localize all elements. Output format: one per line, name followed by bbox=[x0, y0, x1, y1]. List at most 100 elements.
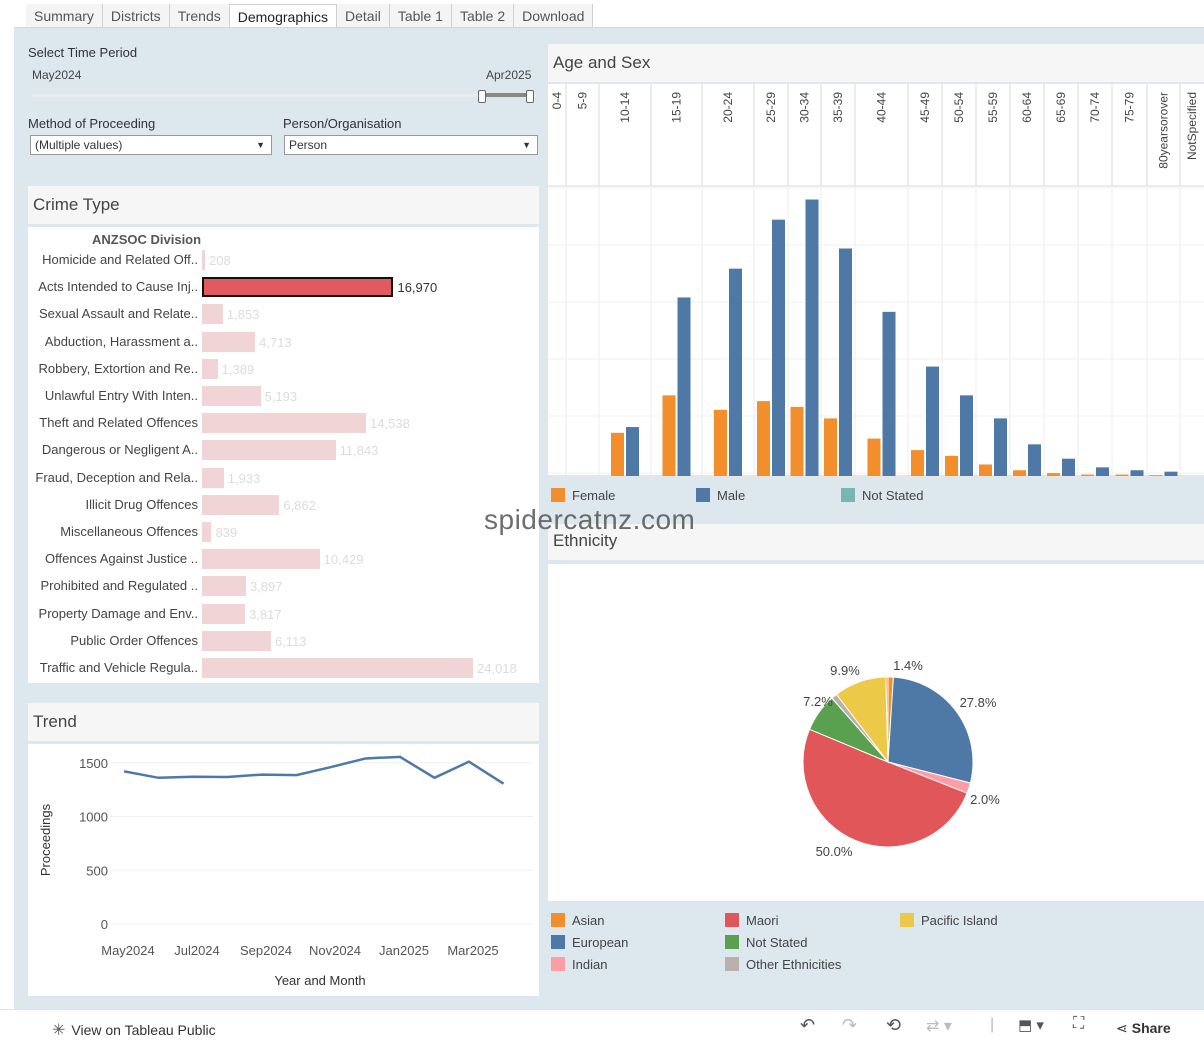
crime-row[interactable]: Offences Against Justice .. 10,429 bbox=[28, 546, 538, 573]
crime-row[interactable]: Robbery, Extortion and Re.. 1,389 bbox=[28, 356, 538, 383]
pie-slice-maori[interactable] bbox=[802, 728, 968, 848]
refresh-icon[interactable]: ⇄ ▾ bbox=[926, 1018, 952, 1035]
crime-bar[interactable] bbox=[202, 277, 394, 298]
age-bar-male[interactable] bbox=[926, 366, 939, 476]
age-bar-female[interactable] bbox=[1013, 470, 1026, 476]
time-slider-range[interactable] bbox=[478, 90, 536, 103]
pie-slice-asian[interactable] bbox=[885, 676, 889, 763]
age-bar-male[interactable] bbox=[1130, 470, 1144, 476]
pie-slice-european[interactable] bbox=[887, 676, 974, 784]
undo-icon[interactable]: ↶ bbox=[800, 1015, 816, 1035]
tab-table-2[interactable]: Table 2 bbox=[451, 4, 515, 28]
crime-row[interactable]: Acts Intended to Cause Inj.. 16,970 bbox=[28, 274, 538, 301]
age-bar-female[interactable] bbox=[1115, 474, 1129, 476]
crime-row[interactable]: Abduction, Harassment a.. 4,713 bbox=[28, 329, 538, 356]
legend-item-pacific-island[interactable]: Pacific Island bbox=[900, 913, 998, 928]
crime-row[interactable]: Dangerous or Negligent A.. 11,843 bbox=[28, 437, 538, 464]
legend-item-not-stated[interactable]: Not Stated bbox=[725, 935, 807, 950]
legend-item-indian[interactable]: Indian bbox=[551, 957, 607, 972]
crime-row[interactable]: Illicit Drug Offences 6,862 bbox=[28, 492, 538, 519]
revert-icon[interactable]: ⟲ bbox=[886, 1015, 902, 1035]
trend-line[interactable] bbox=[123, 755, 505, 785]
crime-row[interactable]: Traffic and Vehicle Regula.. 24,018 bbox=[28, 655, 538, 682]
tab-trends[interactable]: Trends bbox=[169, 4, 230, 28]
method-dropdown[interactable]: (Multiple values) ▼ bbox=[30, 135, 272, 155]
crime-bar[interactable] bbox=[202, 250, 205, 270]
age-bar-female[interactable] bbox=[945, 455, 958, 476]
crime-bar[interactable] bbox=[202, 603, 246, 624]
legend-item-european[interactable]: European bbox=[551, 935, 628, 950]
trend-y-axis-label: Proceedings bbox=[38, 803, 53, 876]
age-bar-female[interactable] bbox=[757, 401, 770, 476]
legend-item-asian[interactable]: Asian bbox=[551, 913, 605, 928]
age-bar-male[interactable] bbox=[677, 297, 691, 476]
age-bar-male[interactable] bbox=[1096, 467, 1109, 476]
crime-row[interactable]: Public Order Offences 6,113 bbox=[28, 628, 538, 655]
age-bar-male[interactable] bbox=[729, 268, 742, 476]
age-bar-male[interactable] bbox=[1028, 444, 1041, 476]
age-bar-female[interactable] bbox=[790, 406, 804, 476]
download-icon[interactable]: ⬒ ▾ bbox=[1018, 1017, 1044, 1034]
crime-row[interactable]: Theft and Related Offences 14,538 bbox=[28, 410, 538, 437]
crime-row[interactable]: Sexual Assault and Relate.. 1,853 bbox=[28, 301, 538, 328]
age-bar-male[interactable] bbox=[1062, 458, 1075, 476]
crime-bar[interactable] bbox=[202, 576, 246, 597]
age-bar-male[interactable] bbox=[772, 219, 785, 476]
legend-item-maori[interactable]: Maori bbox=[725, 913, 779, 928]
slider-handle-start[interactable] bbox=[478, 90, 486, 103]
crime-bar[interactable] bbox=[202, 494, 280, 515]
crime-row[interactable]: Unlawful Entry With Inten.. 5,193 bbox=[28, 383, 538, 410]
age-bar-female[interactable] bbox=[867, 438, 881, 476]
tab-summary[interactable]: Summary bbox=[26, 4, 103, 28]
person-value: Person bbox=[289, 138, 328, 152]
age-bar-female[interactable] bbox=[714, 409, 727, 476]
tab-table-1[interactable]: Table 1 bbox=[389, 4, 452, 28]
tab-demographics[interactable]: Demographics bbox=[229, 4, 338, 28]
crime-bar[interactable] bbox=[202, 440, 336, 461]
age-bar-female[interactable] bbox=[911, 450, 924, 476]
crime-row[interactable]: Prohibited and Regulated .. 3,897 bbox=[28, 573, 538, 600]
legend-item-male[interactable]: Male bbox=[696, 488, 745, 503]
age-bar-male[interactable] bbox=[882, 311, 896, 476]
time-slider-track[interactable] bbox=[32, 94, 536, 97]
tab-districts[interactable]: Districts bbox=[102, 4, 170, 28]
age-bar-male[interactable] bbox=[960, 395, 973, 476]
person-dropdown[interactable]: Person ▼ bbox=[284, 135, 538, 155]
crime-row[interactable]: Homicide and Related Off.. 208 bbox=[28, 247, 538, 274]
age-bar-female[interactable] bbox=[662, 395, 676, 476]
age-bar-female[interactable] bbox=[1081, 474, 1094, 476]
crime-bar[interactable] bbox=[202, 630, 271, 651]
redo-icon[interactable]: ↷ bbox=[842, 1015, 858, 1035]
crime-bar[interactable] bbox=[202, 386, 261, 406]
age-bar-male[interactable] bbox=[839, 248, 852, 476]
legend-item-other-ethnicities[interactable]: Other Ethnicities bbox=[725, 957, 841, 972]
crime-bar[interactable] bbox=[202, 467, 224, 488]
age-bar-female[interactable] bbox=[979, 464, 992, 476]
tab-download[interactable]: Download bbox=[514, 4, 594, 28]
age-bar-female[interactable] bbox=[824, 418, 837, 476]
crime-row[interactable]: Fraud, Deception and Rela.. 1,933 bbox=[28, 465, 538, 492]
view-on-tableau-link[interactable]: ✳ View on Tableau Public bbox=[52, 1020, 216, 1040]
age-bar-male[interactable] bbox=[1164, 471, 1178, 476]
tab-detail[interactable]: Detail bbox=[337, 4, 390, 28]
age-bar-female[interactable] bbox=[1047, 473, 1060, 476]
age-bar-male[interactable] bbox=[805, 199, 819, 476]
age-bar-male[interactable] bbox=[994, 418, 1007, 476]
crime-bar[interactable] bbox=[202, 549, 320, 570]
legend-item-female[interactable]: Female bbox=[551, 488, 615, 503]
crime-bar[interactable] bbox=[202, 522, 212, 542]
age-bar-male[interactable] bbox=[626, 427, 639, 476]
slider-handle-end[interactable] bbox=[526, 90, 534, 103]
crime-bar[interactable] bbox=[202, 304, 223, 325]
crime-bar[interactable] bbox=[202, 358, 218, 379]
crime-row[interactable]: Property Damage and Env.. 3,817 bbox=[28, 601, 538, 628]
crime-bar[interactable] bbox=[202, 658, 473, 678]
crime-bar[interactable] bbox=[202, 413, 367, 434]
crime-row[interactable]: Miscellaneous Offences 839 bbox=[28, 519, 538, 546]
legend-item-not-stated[interactable]: Not Stated bbox=[841, 488, 923, 503]
fullscreen-icon[interactable]: ⛶ bbox=[1073, 1015, 1085, 1032]
crime-bar[interactable] bbox=[202, 331, 256, 352]
age-bar-female[interactable] bbox=[611, 432, 624, 476]
share-button[interactable]: ⋖ Share bbox=[1116, 1020, 1171, 1037]
age-bar-female[interactable] bbox=[1149, 475, 1163, 476]
